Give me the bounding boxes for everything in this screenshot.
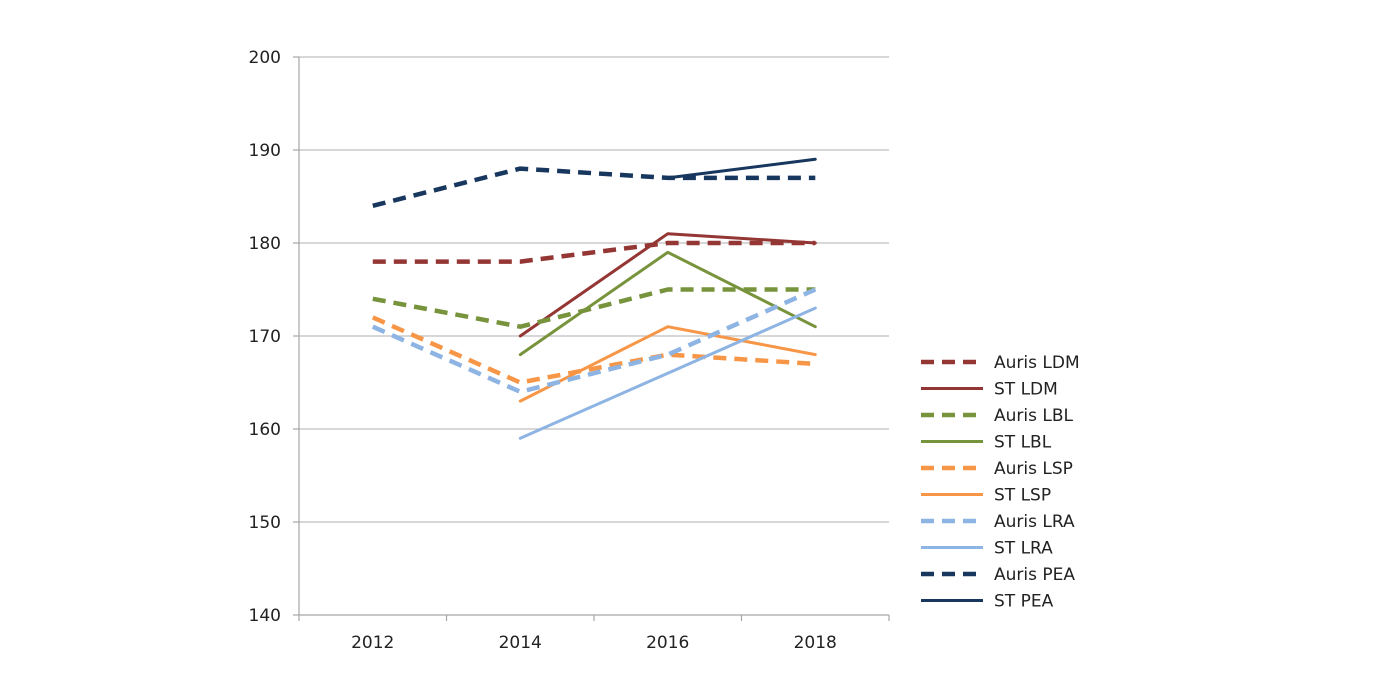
y-tick-label: 200 [249,48,281,68]
legend: Auris LDM ST LDM Auris LBL ST LBL Auris LSP S… [921,353,1080,612]
series-line-st-lbl [520,252,815,354]
legend-label: ST LRA [994,539,1053,559]
y-tick-label: 160 [249,420,281,440]
chart-container: 140 150 160 170 180 190 200 2012 2014 2016 2018 Au… [0,0,1384,676]
gridlines [299,57,889,522]
series-line-auris-pea [373,169,816,206]
y-tick-label: 150 [249,513,281,533]
legend-label: ST LDM [994,380,1058,400]
x-tick-label: 2014 [499,633,542,653]
y-tick-label: 180 [249,234,281,254]
series-line-auris-ldm [373,243,816,262]
legend-label: Auris LBL [994,406,1074,426]
legend-label: ST LBL [994,433,1052,453]
x-tick-label: 2016 [646,633,689,653]
legend-label: Auris LRA [994,512,1075,532]
y-tick-label: 140 [249,606,281,626]
legend-label: Auris PEA [994,565,1075,585]
series-lines [373,159,816,438]
legend-label: ST PEA [994,592,1054,612]
series-line-st-ldm [520,234,815,336]
legend-label: Auris LDM [994,353,1080,373]
line-chart: 140 150 160 170 180 190 200 2012 2014 2016 2018 Au… [0,0,1384,676]
legend-label: Auris LSP [994,459,1073,479]
x-tick-label: 2012 [351,633,394,653]
series-line-st-lsp [520,327,815,401]
legend-label: ST LSP [994,486,1051,506]
series-line-st-pea [668,159,816,178]
x-tick-label: 2018 [794,633,837,653]
y-tick-label: 170 [249,327,281,347]
y-tick-label: 190 [249,141,281,161]
